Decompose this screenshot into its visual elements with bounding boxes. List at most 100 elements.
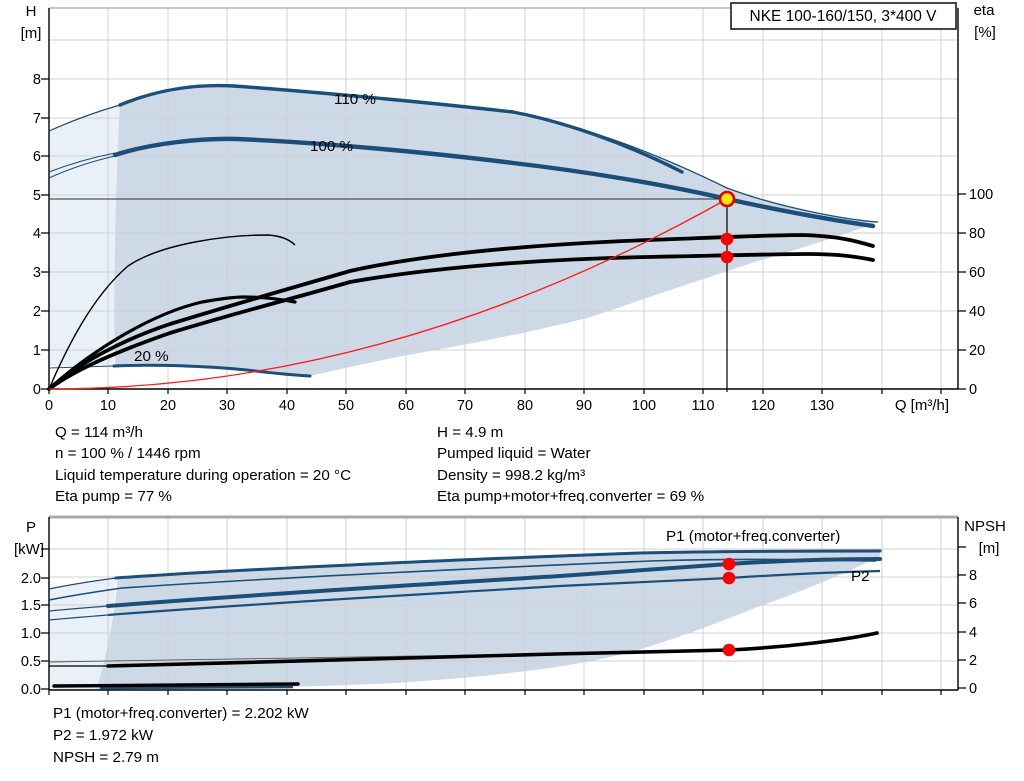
eta-axis-ticks <box>958 193 966 390</box>
h-tick: 6 <box>33 149 41 165</box>
eta-total-marker <box>720 250 734 264</box>
envelope-area <box>114 85 878 376</box>
npsh-tick: 0 <box>969 681 977 697</box>
npsh-axis-unit: [m] <box>979 540 1000 557</box>
q-tick: 30 <box>219 398 235 414</box>
npsh-marker <box>722 643 736 657</box>
curve-20pct <box>112 363 312 378</box>
label-20pct: 20 % <box>134 348 169 365</box>
q-tick: 10 <box>100 398 116 414</box>
h-tick: 4 <box>33 226 41 242</box>
curve-100pct-thin-ext-b <box>48 155 116 179</box>
h-axis-unit: [m] <box>21 25 42 42</box>
info-right-line: H = 4.9 m <box>437 424 503 441</box>
q-tick: 80 <box>517 398 533 414</box>
q-tick: 20 <box>160 398 176 414</box>
curve-eta-reduced-thin <box>48 234 296 390</box>
p-tick: 1.5 <box>21 598 41 614</box>
system-curve <box>48 198 728 390</box>
power-chart-hgrid <box>49 548 958 662</box>
footer-info-block: P1 (motor+freq.converter) = 2.202 kW P2 … <box>53 705 309 766</box>
head-chart: 110 % 100 % 20 % H [m] eta [%] Q [m³/h] … <box>21 2 996 414</box>
p-tick: 0.0 <box>21 682 41 698</box>
curve-100pct <box>112 136 876 229</box>
p-tick: 1.0 <box>21 626 41 642</box>
eta-tick: 0 <box>969 382 977 398</box>
curve-p1-100 <box>106 557 882 608</box>
npsh-tick: 8 <box>969 568 977 584</box>
p-axis-unit: [kW] <box>14 541 44 558</box>
curve-p1-100-thin-ext <box>48 605 109 612</box>
q-tick: 0 <box>45 398 53 414</box>
head-chart-xticks <box>48 389 942 394</box>
curve-p1-110 <box>114 549 882 580</box>
h-tick: 5 <box>33 188 41 204</box>
q-tick: 110 <box>691 398 714 414</box>
eta-axis-name: eta <box>974 2 996 19</box>
info-left-line: Q = 114 m³/h <box>55 424 143 441</box>
h-tick: 8 <box>33 72 41 88</box>
h-tick: 3 <box>33 265 41 281</box>
curve-p2-100 <box>107 569 881 617</box>
info-left-line: Liquid temperature during operation = 20… <box>55 467 351 484</box>
curve-p2-100-thin-ext <box>48 614 109 621</box>
curve-eta-total <box>47 252 875 391</box>
q-tick: 70 <box>457 398 473 414</box>
curve-p-20pct-bar <box>99 685 294 690</box>
pump-title-box: NKE 100-160/150, 3*400 V <box>730 2 957 30</box>
q-tick: 90 <box>576 398 592 414</box>
q-tick: 120 <box>751 398 775 414</box>
envelope-upper-edge <box>512 111 879 223</box>
curve-npsh <box>106 631 879 668</box>
info-left-line: Eta pump = 77 % <box>55 488 172 505</box>
pump-title: NKE 100-160/150, 3*400 V <box>750 8 938 25</box>
eta-tick: 100 <box>969 187 993 203</box>
q-tick: 40 <box>279 398 295 414</box>
p-tick: 0.5 <box>21 654 41 670</box>
npsh-tick: 2 <box>969 653 977 669</box>
h-tick: 2 <box>33 304 41 320</box>
footer-line: P2 = 1.972 kW <box>53 727 154 744</box>
eta-tick: 20 <box>969 343 985 359</box>
label-110pct: 110 % <box>334 91 376 108</box>
q-axis-name: Q [m³/h] <box>895 397 949 414</box>
power-chart: P1 (motor+freq.converter) P2 P [kW] NPSH… <box>14 515 1006 698</box>
npsh-tick: 6 <box>969 596 977 612</box>
h-tick: 1 <box>33 343 41 359</box>
footer-line: P1 (motor+freq.converter) = 2.202 kW <box>53 705 309 722</box>
eta-tick: 40 <box>969 304 985 320</box>
info-right-line: Eta pump+motor+freq.converter = 69 % <box>437 488 704 505</box>
duty-point-marker <box>718 190 736 208</box>
h-tick: 0 <box>33 382 41 398</box>
info-right-line: Pumped liquid = Water <box>437 445 591 462</box>
p2-marker <box>722 571 736 585</box>
eta-axis-unit: [%] <box>974 24 996 41</box>
npsh-axis-name: NPSH <box>964 518 1006 535</box>
q-tick: 100 <box>632 398 656 414</box>
envelope-light-area <box>49 105 120 366</box>
curve-100pct-thin-ext-a <box>48 152 116 173</box>
curve-npsh-20pct-bar <box>52 682 300 688</box>
curve-110pct-thin-ext <box>48 104 121 132</box>
head-chart-hgrid <box>49 39 958 351</box>
p-axis-name: P <box>26 519 36 536</box>
curve-110pct <box>118 83 515 114</box>
p-tick: 2.0 <box>21 571 41 587</box>
power-envelope-area <box>96 551 880 690</box>
head-chart-yticks <box>41 78 49 390</box>
footer-line: NPSH = 2.79 m <box>53 749 159 766</box>
h-tick: 7 <box>33 111 41 127</box>
q-tick: 60 <box>398 398 414 414</box>
npsh-tick: 4 <box>969 625 977 641</box>
npsh-axis-ticks <box>958 546 966 689</box>
info-left-line: n = 100 % / 1446 rpm <box>55 445 201 462</box>
eta-pump-marker <box>720 232 734 246</box>
label-p1: P1 (motor+freq.converter) <box>666 528 840 545</box>
eta-tick: 80 <box>969 226 985 242</box>
operating-info-block: Q = 114 m³/h n = 100 % / 1446 rpm Liquid… <box>55 424 704 505</box>
q-tick: 130 <box>810 398 834 414</box>
curve-eta-pump <box>47 233 875 391</box>
curve-p1-110-thin-ext <box>48 577 117 590</box>
